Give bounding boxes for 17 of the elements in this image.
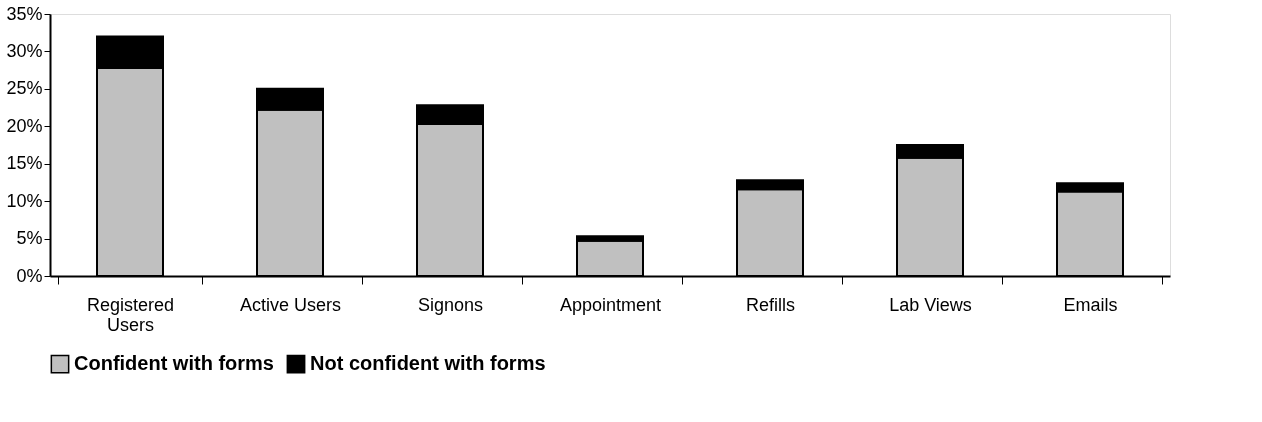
y-tick-label: 5%: [16, 228, 43, 249]
legend-label: Confident with forms: [74, 352, 274, 375]
x-tick-label: Appointment: [559, 294, 662, 315]
x-tick-label: Registered Users: [86, 294, 175, 335]
legend-label: Not confident with forms: [310, 352, 546, 375]
x-tick-label: Emails: [1063, 294, 1118, 315]
y-tick-label: 30%: [6, 40, 43, 61]
y-tick-label: 20%: [6, 115, 43, 136]
x-tick-label: Refills: [745, 294, 796, 315]
y-tick-label: 0%: [16, 265, 43, 286]
x-tick-label: Lab Views: [889, 294, 972, 315]
y-tick-label: 10%: [6, 190, 43, 211]
y-tick-label: 25%: [6, 78, 43, 99]
y-tick-label: 15%: [6, 153, 43, 174]
x-tick-label: Signons: [417, 294, 484, 315]
y-tick-label: 35%: [6, 3, 43, 24]
x-tick-label: Active Users: [239, 294, 342, 315]
